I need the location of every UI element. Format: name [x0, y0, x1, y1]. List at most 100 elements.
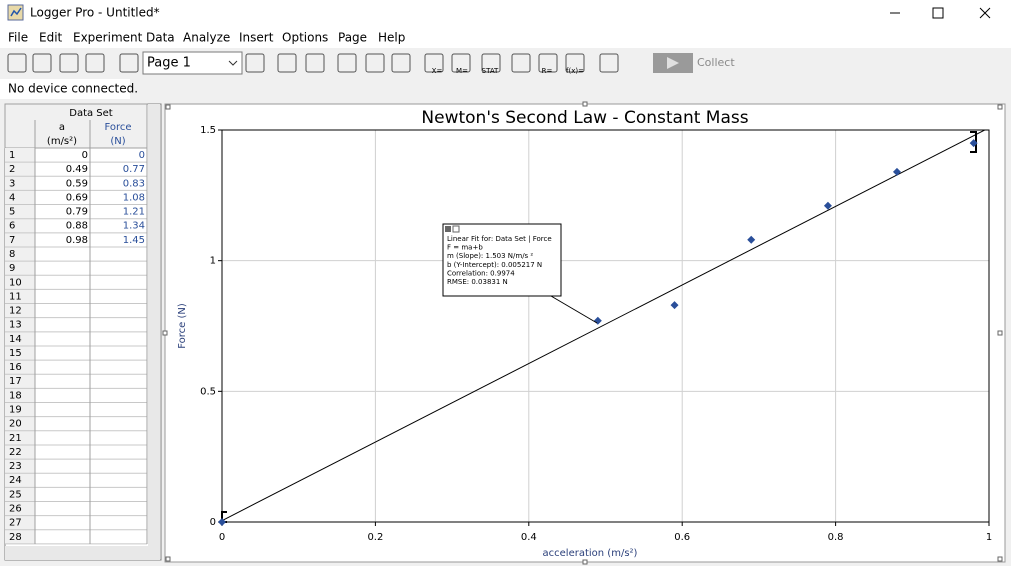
- column-name: a: [59, 122, 65, 133]
- row-number: 8: [9, 249, 15, 260]
- toolbar-icon[interactable]: [599, 53, 619, 73]
- maximize-button[interactable]: [932, 7, 944, 19]
- app-icon-glyph: [10, 7, 22, 17]
- menu-item[interactable]: Data: [146, 31, 175, 45]
- icon-label: M=: [456, 67, 468, 75]
- resize-handle[interactable]: [582, 101, 588, 107]
- annotation-line: Correlation: 0.9974: [447, 269, 515, 277]
- row-number: 13: [9, 320, 22, 331]
- resize-handle[interactable]: [165, 104, 171, 110]
- resize-handle[interactable]: [162, 330, 168, 336]
- resize-handle[interactable]: [165, 556, 171, 562]
- menu-item[interactable]: File: [8, 31, 28, 45]
- data-point: [892, 167, 901, 176]
- column-name: Force: [104, 122, 131, 133]
- menu-item[interactable]: Insert: [239, 31, 274, 45]
- row-number: 20: [9, 419, 22, 430]
- y-tick-label: 1: [210, 256, 216, 267]
- toolbar-icon[interactable]: [119, 53, 139, 73]
- resize-handle[interactable]: [997, 556, 1003, 562]
- row-number: 11: [9, 291, 22, 302]
- icon-label: X=: [432, 67, 443, 75]
- menu-item[interactable]: Options: [282, 31, 328, 45]
- row-number: 27: [9, 518, 22, 529]
- menu-item[interactable]: Analyze: [183, 31, 230, 45]
- dropdown-arrow: [228, 60, 238, 66]
- row-number: 3: [9, 178, 15, 189]
- vertical-scrollbar[interactable]: [148, 104, 160, 546]
- fit-annotation: [442, 223, 562, 297]
- plot-area: [221, 129, 990, 523]
- resize-handle[interactable]: [997, 330, 1003, 336]
- row-number: 4: [9, 192, 15, 203]
- close-button[interactable]: [979, 7, 991, 19]
- row-number: 9: [9, 263, 15, 274]
- cell-a: 0.98: [66, 235, 88, 246]
- menu-item[interactable]: Help: [378, 31, 405, 45]
- row-number: 16: [9, 362, 22, 373]
- x-tick-label: 0: [219, 532, 225, 543]
- menu-item[interactable]: Experiment: [73, 31, 143, 45]
- toolbar-icon[interactable]: [511, 53, 531, 73]
- data-point: [670, 301, 679, 310]
- cell-force: 1.34: [123, 221, 145, 232]
- window-title: Logger Pro - Untitled*: [30, 6, 160, 20]
- data-point: [823, 201, 832, 210]
- status-bar: [0, 79, 130, 99]
- toolbar-icon[interactable]: [305, 53, 325, 73]
- toolbar-icon[interactable]: [85, 53, 105, 73]
- chart-title: Newton's Second Law - Constant Mass: [421, 108, 748, 128]
- row-number: 18: [9, 390, 22, 401]
- menu-item[interactable]: Page: [338, 31, 367, 45]
- graph-frame: [164, 103, 1006, 563]
- icon-label: R=: [542, 67, 553, 75]
- toolbar-icon[interactable]: [32, 53, 52, 73]
- horizontal-scrollbar[interactable]: [5, 546, 160, 560]
- icon-label: STAT: [482, 67, 499, 75]
- resize-handle[interactable]: [582, 559, 588, 565]
- toolbar-icon[interactable]: [245, 53, 265, 73]
- cell-a: 0.79: [66, 207, 88, 218]
- menu-bar: [0, 28, 1011, 48]
- data-point: [218, 518, 226, 526]
- toolbar-icon[interactable]: [451, 53, 471, 73]
- toolbar-icon[interactable]: [481, 53, 501, 73]
- cell-force: 1.45: [123, 235, 145, 246]
- row-number: 1: [9, 150, 15, 161]
- toolbar-icon[interactable]: [565, 53, 585, 73]
- resize-handle[interactable]: [997, 104, 1003, 110]
- column-unit: (N): [110, 136, 125, 147]
- table-title: Data Set: [69, 108, 113, 119]
- row-number: 12: [9, 306, 22, 317]
- cell-force: 1.21: [123, 207, 145, 218]
- cell-force: 0: [139, 150, 145, 161]
- row-number: 17: [9, 376, 22, 387]
- toolbar-icon[interactable]: [7, 53, 27, 73]
- toolbar-icon[interactable]: [337, 53, 357, 73]
- toolbar-icon[interactable]: [365, 53, 385, 73]
- annotation-line: Linear Fit for: Data Set | Force: [447, 235, 552, 243]
- toolbar-icon[interactable]: [538, 53, 558, 73]
- toolbar-icon[interactable]: [59, 53, 79, 73]
- row-number: 23: [9, 461, 22, 472]
- row-number: 26: [9, 504, 22, 515]
- toolbar-icon[interactable]: [391, 53, 411, 73]
- row-number: 19: [9, 405, 22, 416]
- toolbar-icon[interactable]: [277, 53, 297, 73]
- row-number: 6: [9, 221, 15, 232]
- collect-label: Collect: [697, 56, 735, 69]
- annotation-line: RMSE: 0.03831 N: [447, 278, 508, 286]
- table-header: [4, 103, 148, 149]
- icon-label: f(x)=: [566, 67, 584, 75]
- x-tick-label: 0.2: [367, 532, 383, 543]
- cell-a: 0.88: [66, 221, 88, 232]
- column-unit: (m/s²): [47, 136, 77, 147]
- page-dropdown[interactable]: [142, 51, 243, 75]
- toolbar-icon[interactable]: [424, 53, 444, 73]
- row-number: 14: [9, 334, 22, 345]
- menu-item[interactable]: Edit: [39, 31, 63, 45]
- cell-a: 0: [82, 150, 88, 161]
- data-point: [969, 139, 978, 148]
- row-number: 7: [9, 235, 15, 246]
